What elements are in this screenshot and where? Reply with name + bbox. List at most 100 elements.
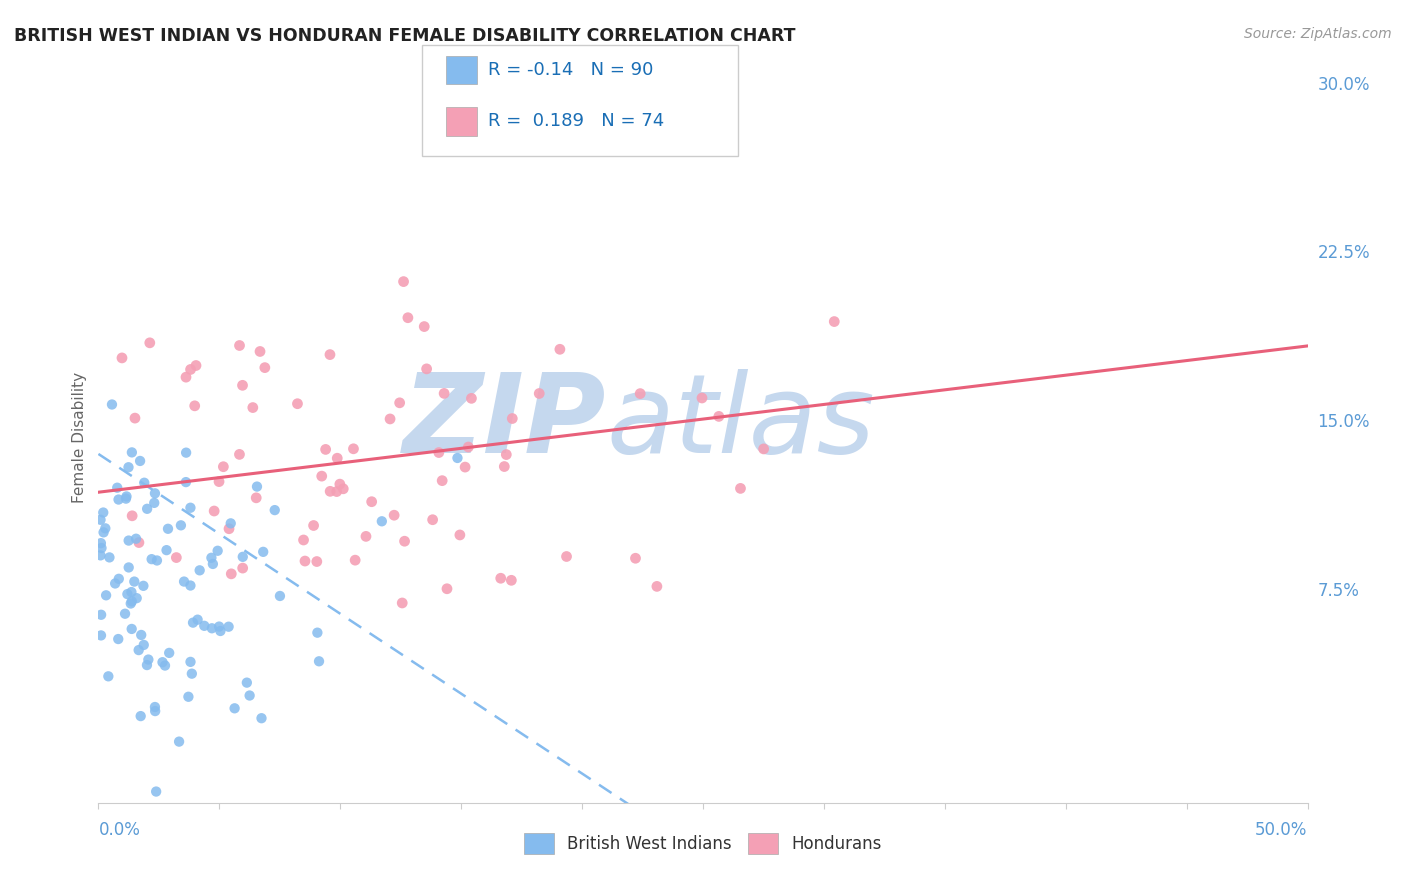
Legend: British West Indians, Hondurans: British West Indians, Hondurans	[517, 827, 889, 860]
Point	[529, 386, 551, 401]
Point	[263, 503, 285, 517]
Point	[165, 550, 187, 565]
Point	[427, 445, 450, 459]
Point	[120, 585, 142, 599]
Point	[252, 545, 274, 559]
Point	[152, 655, 174, 669]
Point	[120, 597, 142, 611]
Point	[249, 344, 271, 359]
Text: BRITISH WEST INDIAN VS HONDURAN FEMALE DISABILITY CORRELATION CHART: BRITISH WEST INDIAN VS HONDURAN FEMALE D…	[14, 27, 796, 45]
Point	[394, 534, 416, 549]
Point	[139, 335, 162, 350]
Point	[329, 477, 352, 491]
Point	[180, 362, 202, 376]
Point	[129, 628, 152, 642]
Point	[307, 625, 329, 640]
Point	[117, 460, 139, 475]
Point	[145, 784, 167, 798]
Point	[245, 491, 267, 505]
Point	[415, 362, 437, 376]
Point	[128, 535, 150, 549]
Point	[136, 658, 159, 673]
Point	[645, 579, 668, 593]
Point	[457, 440, 479, 454]
Point	[354, 529, 377, 543]
Point	[236, 675, 259, 690]
Point	[90, 513, 112, 527]
Point	[184, 359, 207, 373]
Point	[121, 622, 143, 636]
Point	[446, 450, 468, 465]
Point	[170, 518, 193, 533]
Point	[413, 319, 436, 334]
Point	[305, 555, 328, 569]
Point	[118, 533, 141, 548]
Point	[153, 658, 176, 673]
Point	[382, 508, 405, 523]
Point	[111, 351, 134, 365]
Point	[494, 459, 516, 474]
Text: 0.0%: 0.0%	[98, 821, 141, 838]
Y-axis label: Female Disability: Female Disability	[72, 371, 87, 503]
Point	[302, 518, 325, 533]
Text: Source: ZipAtlas.com: Source: ZipAtlas.com	[1244, 27, 1392, 41]
Point	[134, 475, 156, 490]
Point	[218, 522, 240, 536]
Point	[242, 401, 264, 415]
Point	[121, 508, 143, 523]
Point	[332, 482, 354, 496]
Point	[430, 474, 453, 488]
Point	[219, 566, 242, 581]
Point	[219, 516, 242, 531]
Text: ZIP: ZIP	[402, 369, 606, 476]
Point	[232, 549, 254, 564]
Point	[125, 532, 148, 546]
Point	[495, 448, 517, 462]
Point	[201, 621, 224, 635]
Point	[115, 490, 138, 504]
Point	[117, 587, 139, 601]
Point	[93, 525, 115, 540]
Point	[132, 638, 155, 652]
Point	[179, 500, 201, 515]
Point	[104, 576, 127, 591]
Point	[193, 619, 215, 633]
Point	[118, 560, 141, 574]
Point	[105, 481, 128, 495]
Point	[146, 553, 169, 567]
Point	[208, 619, 231, 633]
Point	[555, 549, 578, 564]
Point	[179, 578, 201, 592]
Point	[360, 494, 382, 508]
Point	[449, 528, 471, 542]
Point	[90, 536, 112, 550]
Point	[143, 700, 166, 714]
Text: atlas: atlas	[606, 369, 875, 476]
Point	[97, 669, 120, 683]
Point	[121, 594, 143, 608]
Point	[232, 561, 254, 575]
Point	[378, 412, 401, 426]
Text: 50.0%: 50.0%	[1256, 821, 1308, 838]
Point	[344, 553, 367, 567]
Point	[224, 701, 246, 715]
Point	[326, 451, 349, 466]
Point	[141, 552, 163, 566]
Point	[101, 397, 124, 411]
Point	[489, 571, 512, 585]
Point	[94, 521, 117, 535]
Point	[392, 275, 415, 289]
Point	[209, 624, 232, 638]
Point	[208, 475, 231, 489]
Point	[143, 496, 166, 510]
Point	[436, 582, 458, 596]
Point	[125, 591, 148, 606]
Point	[202, 504, 225, 518]
Point	[624, 551, 647, 566]
Point	[207, 543, 229, 558]
Point	[388, 396, 411, 410]
Point	[138, 652, 160, 666]
Point	[124, 411, 146, 425]
Point	[228, 447, 250, 461]
Point	[454, 460, 477, 475]
